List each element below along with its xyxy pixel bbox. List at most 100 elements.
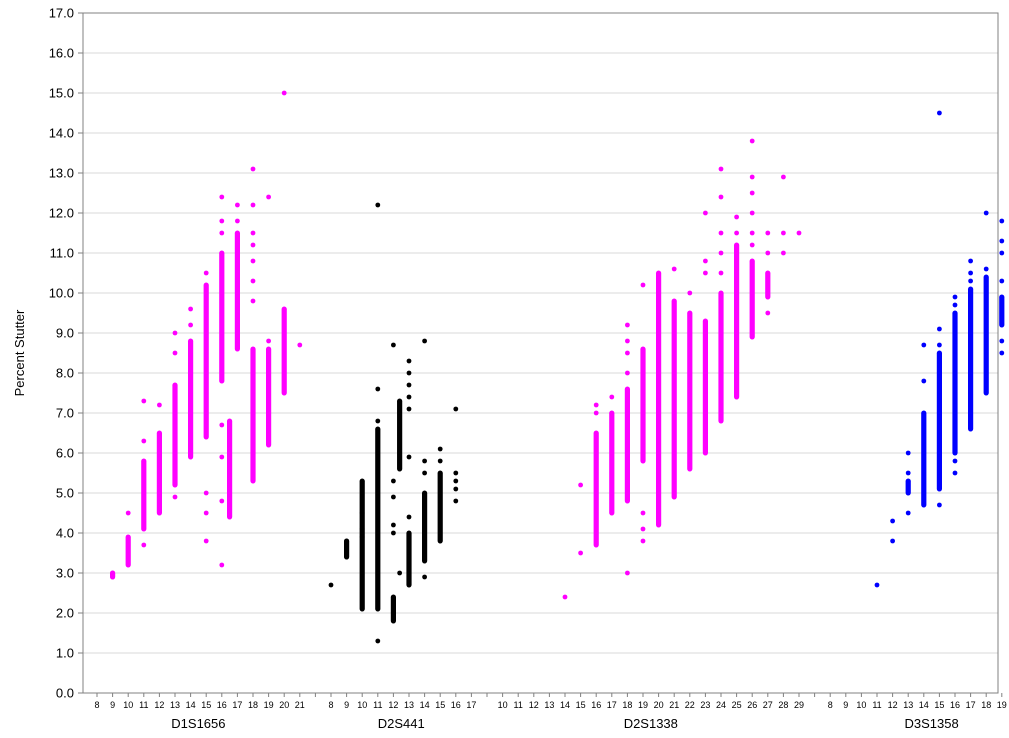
data-point [422, 470, 427, 476]
data-point [110, 570, 115, 576]
data-band [397, 398, 403, 472]
x-tick-label: 15 [435, 700, 445, 710]
data-point [281, 90, 287, 96]
y-tick-label: 13.0 [49, 166, 74, 181]
data-point [905, 450, 911, 456]
data-point [952, 470, 958, 476]
x-tick-label: 12 [388, 700, 398, 710]
data-point [172, 494, 178, 500]
data-point [391, 478, 396, 484]
data-point [297, 342, 303, 348]
data-point [781, 250, 786, 256]
data-band [656, 270, 662, 528]
data-point [219, 562, 225, 568]
data-point [625, 322, 630, 328]
x-tick-label: 11 [139, 700, 148, 710]
data-point [406, 394, 412, 400]
data-point [406, 370, 412, 376]
y-tick-label: 4.0 [56, 526, 74, 541]
data-band [219, 250, 225, 384]
x-tick-label: 15 [201, 700, 211, 710]
x-tick-label: 16 [591, 700, 601, 710]
data-band [734, 242, 740, 400]
data-point [703, 210, 708, 216]
x-tick-label: 28 [778, 700, 788, 710]
data-point [437, 458, 443, 464]
data-point [781, 230, 786, 236]
data-point [203, 538, 209, 544]
x-tick-label: 21 [295, 700, 305, 710]
data-point [718, 250, 724, 256]
data-point [734, 230, 739, 236]
data-point [328, 582, 334, 588]
y-axis-label: Percent Stutter [12, 309, 27, 396]
data-point [921, 342, 927, 348]
data-point [219, 422, 225, 428]
data-point [562, 594, 568, 600]
data-point [578, 550, 583, 556]
data-point [937, 342, 942, 348]
data-band [156, 430, 162, 516]
data-band [203, 282, 209, 440]
x-tick-label: 18 [981, 700, 991, 710]
data-point [422, 338, 427, 344]
data-band [905, 478, 911, 496]
data-point [406, 514, 412, 520]
data-band [227, 418, 233, 520]
data-point [375, 202, 381, 208]
data-band [999, 294, 1005, 328]
x-tick-label: 8 [94, 700, 99, 710]
data-band [983, 274, 989, 396]
x-tick-label: 24 [716, 700, 726, 710]
x-tick-label: 17 [966, 700, 976, 710]
locus-label: D1S1656 [171, 716, 225, 731]
locus-label: D2S1338 [624, 716, 678, 731]
data-point [952, 302, 958, 308]
x-tick-label: 21 [669, 700, 679, 710]
data-point [952, 442, 958, 448]
data-band [188, 338, 194, 460]
data-point [734, 214, 739, 220]
data-point [640, 510, 646, 516]
data-point [250, 230, 256, 236]
x-tick-label: 18 [622, 700, 632, 710]
x-tick-label: 19 [638, 700, 648, 710]
data-point [874, 582, 880, 588]
data-point [968, 278, 973, 284]
data-point [453, 470, 459, 476]
data-band [765, 270, 771, 300]
data-point [344, 554, 349, 560]
y-tick-label: 9.0 [56, 326, 74, 341]
data-point [749, 190, 755, 196]
data-point [703, 258, 708, 264]
x-tick-label: 9 [843, 700, 848, 710]
data-point [453, 478, 459, 484]
data-band [702, 318, 708, 456]
plot-area-border [82, 12, 999, 694]
y-tick-label: 5.0 [56, 486, 74, 501]
data-band [609, 410, 615, 516]
data-point [250, 258, 256, 264]
x-tick-label: 17 [466, 700, 476, 710]
y-tick-label: 7.0 [56, 406, 74, 421]
data-point [406, 406, 412, 412]
x-tick-label: 26 [747, 700, 757, 710]
data-point [266, 194, 271, 200]
y-axis-ticks: 0.0 1.0 2.0 3.0 4.0 5.0 6.0 7.0 8.0 9.0 10.0 11.0 12… [49, 6, 83, 701]
x-tick-label: 17 [232, 700, 242, 710]
data-point [141, 438, 147, 444]
x-tick-label: 16 [451, 700, 461, 710]
data-point [359, 510, 365, 516]
data-band [593, 430, 599, 548]
data-point [999, 250, 1005, 256]
x-tick-label: 17 [607, 700, 617, 710]
data-point [999, 278, 1005, 284]
x-tick-label: 15 [576, 700, 586, 710]
data-band [266, 346, 272, 448]
data-band [952, 310, 958, 456]
x-tick-label: 10 [498, 700, 508, 710]
data-point [219, 194, 225, 200]
data-point [188, 322, 194, 328]
data-point [749, 138, 755, 144]
data-point [422, 458, 427, 464]
